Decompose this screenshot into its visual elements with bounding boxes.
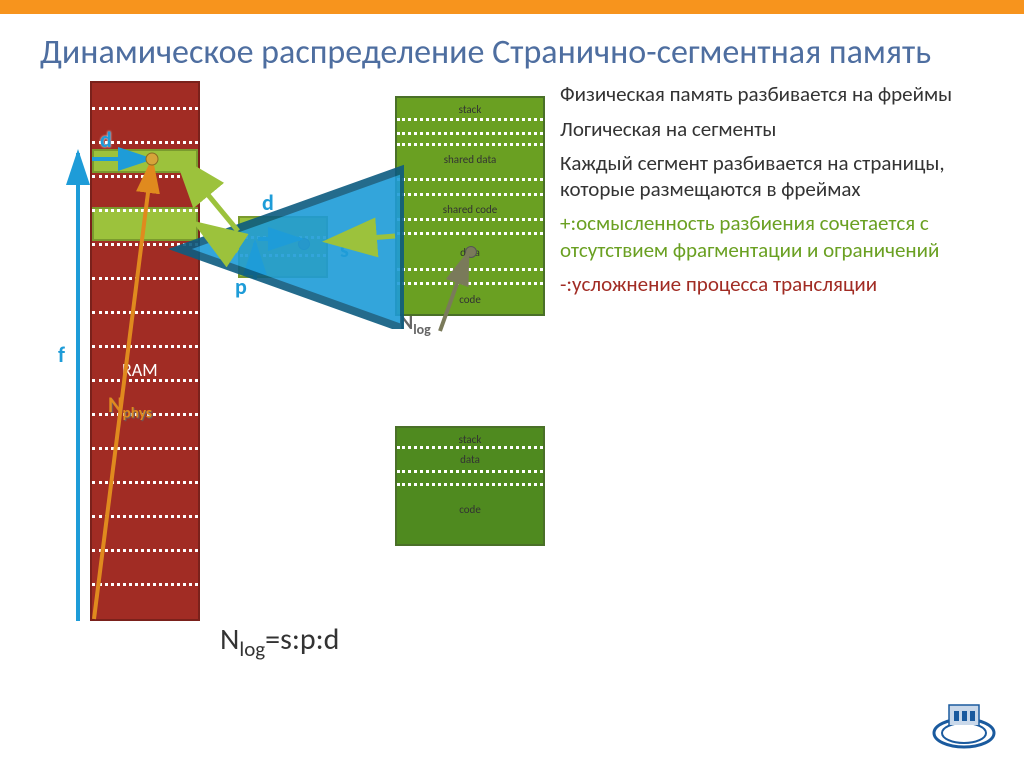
seg-divider (397, 470, 543, 473)
page-block (238, 216, 328, 278)
label-s: s (340, 236, 349, 263)
ram-frame-divider (92, 583, 198, 586)
bullet-text: Физическая память разбивается на фреймы … (560, 81, 990, 305)
page-divider (240, 236, 326, 239)
bullet-plus: +:осмысленность разбиения сочетается с о… (560, 210, 990, 263)
page-divider (240, 254, 326, 257)
ram-green-band-2 (92, 207, 198, 241)
seg-label-stack2: stack (397, 433, 543, 446)
seg-divider (397, 143, 543, 146)
formula: Nlog=s:p:d (220, 621, 339, 662)
seg-divider (397, 178, 543, 181)
label-nphys: Nphys (108, 391, 152, 422)
ram-frame-divider (92, 345, 198, 348)
slide-title: Динамическое распределение Странично-сег… (0, 14, 1024, 81)
segment-box-bottom: stack data code (395, 426, 545, 546)
label-d2: d (262, 189, 274, 216)
label-p: p (235, 273, 247, 300)
bullet-minus: -:усложнение процесса трансляции (560, 271, 990, 297)
svg-text:БрГТУ: БрГТУ (954, 730, 975, 740)
seg-divider (397, 282, 543, 285)
seg-divider (397, 232, 543, 235)
bullet-1: Физическая память разбивается на фреймы (560, 81, 990, 107)
seg-label-sharedcode: shared code (397, 203, 543, 216)
label-f: f (58, 341, 65, 368)
diagram-area: RAM stack shared data shared code data c… (0, 81, 1024, 711)
seg-label-code2: code (397, 503, 543, 516)
page-dot (298, 238, 310, 250)
ram-frame-divider (92, 243, 198, 246)
ram-frame-divider (92, 481, 198, 484)
seg-divider (397, 218, 543, 221)
ram-frame-divider (92, 209, 198, 212)
university-logo: БрГТУ (924, 693, 1004, 753)
ram-frame-divider (92, 107, 198, 110)
segment-box-top: stack shared data shared code data code (395, 96, 545, 316)
seg-divider (397, 132, 543, 135)
seg-divider (397, 483, 543, 486)
seg-divider (397, 193, 543, 196)
seg-label-code: code (397, 293, 543, 306)
ram-label: RAM (122, 359, 158, 381)
ram-frame-divider (92, 175, 198, 178)
top-orange-bar (0, 0, 1024, 14)
ram-frame-divider (92, 447, 198, 450)
label-d1: d (100, 126, 112, 153)
seg-label-shareddata: shared data (397, 153, 543, 166)
ram-block (90, 81, 200, 621)
ram-frame-divider (92, 549, 198, 552)
seg-divider (397, 446, 543, 449)
label-nlog: Nlog (400, 311, 431, 338)
seg-label-data2: data (397, 453, 543, 466)
seg-divider (397, 268, 543, 271)
seg-label-stack: stack (397, 103, 543, 116)
bullet-3: Каждый сегмент разбивается на страницы, … (560, 150, 990, 203)
seg-divider (397, 118, 543, 121)
ram-frame-divider (92, 277, 198, 280)
ram-frame-divider (92, 311, 198, 314)
ram-frame-divider (92, 515, 198, 518)
bullet-2: Логическая на сегменты (560, 116, 990, 142)
